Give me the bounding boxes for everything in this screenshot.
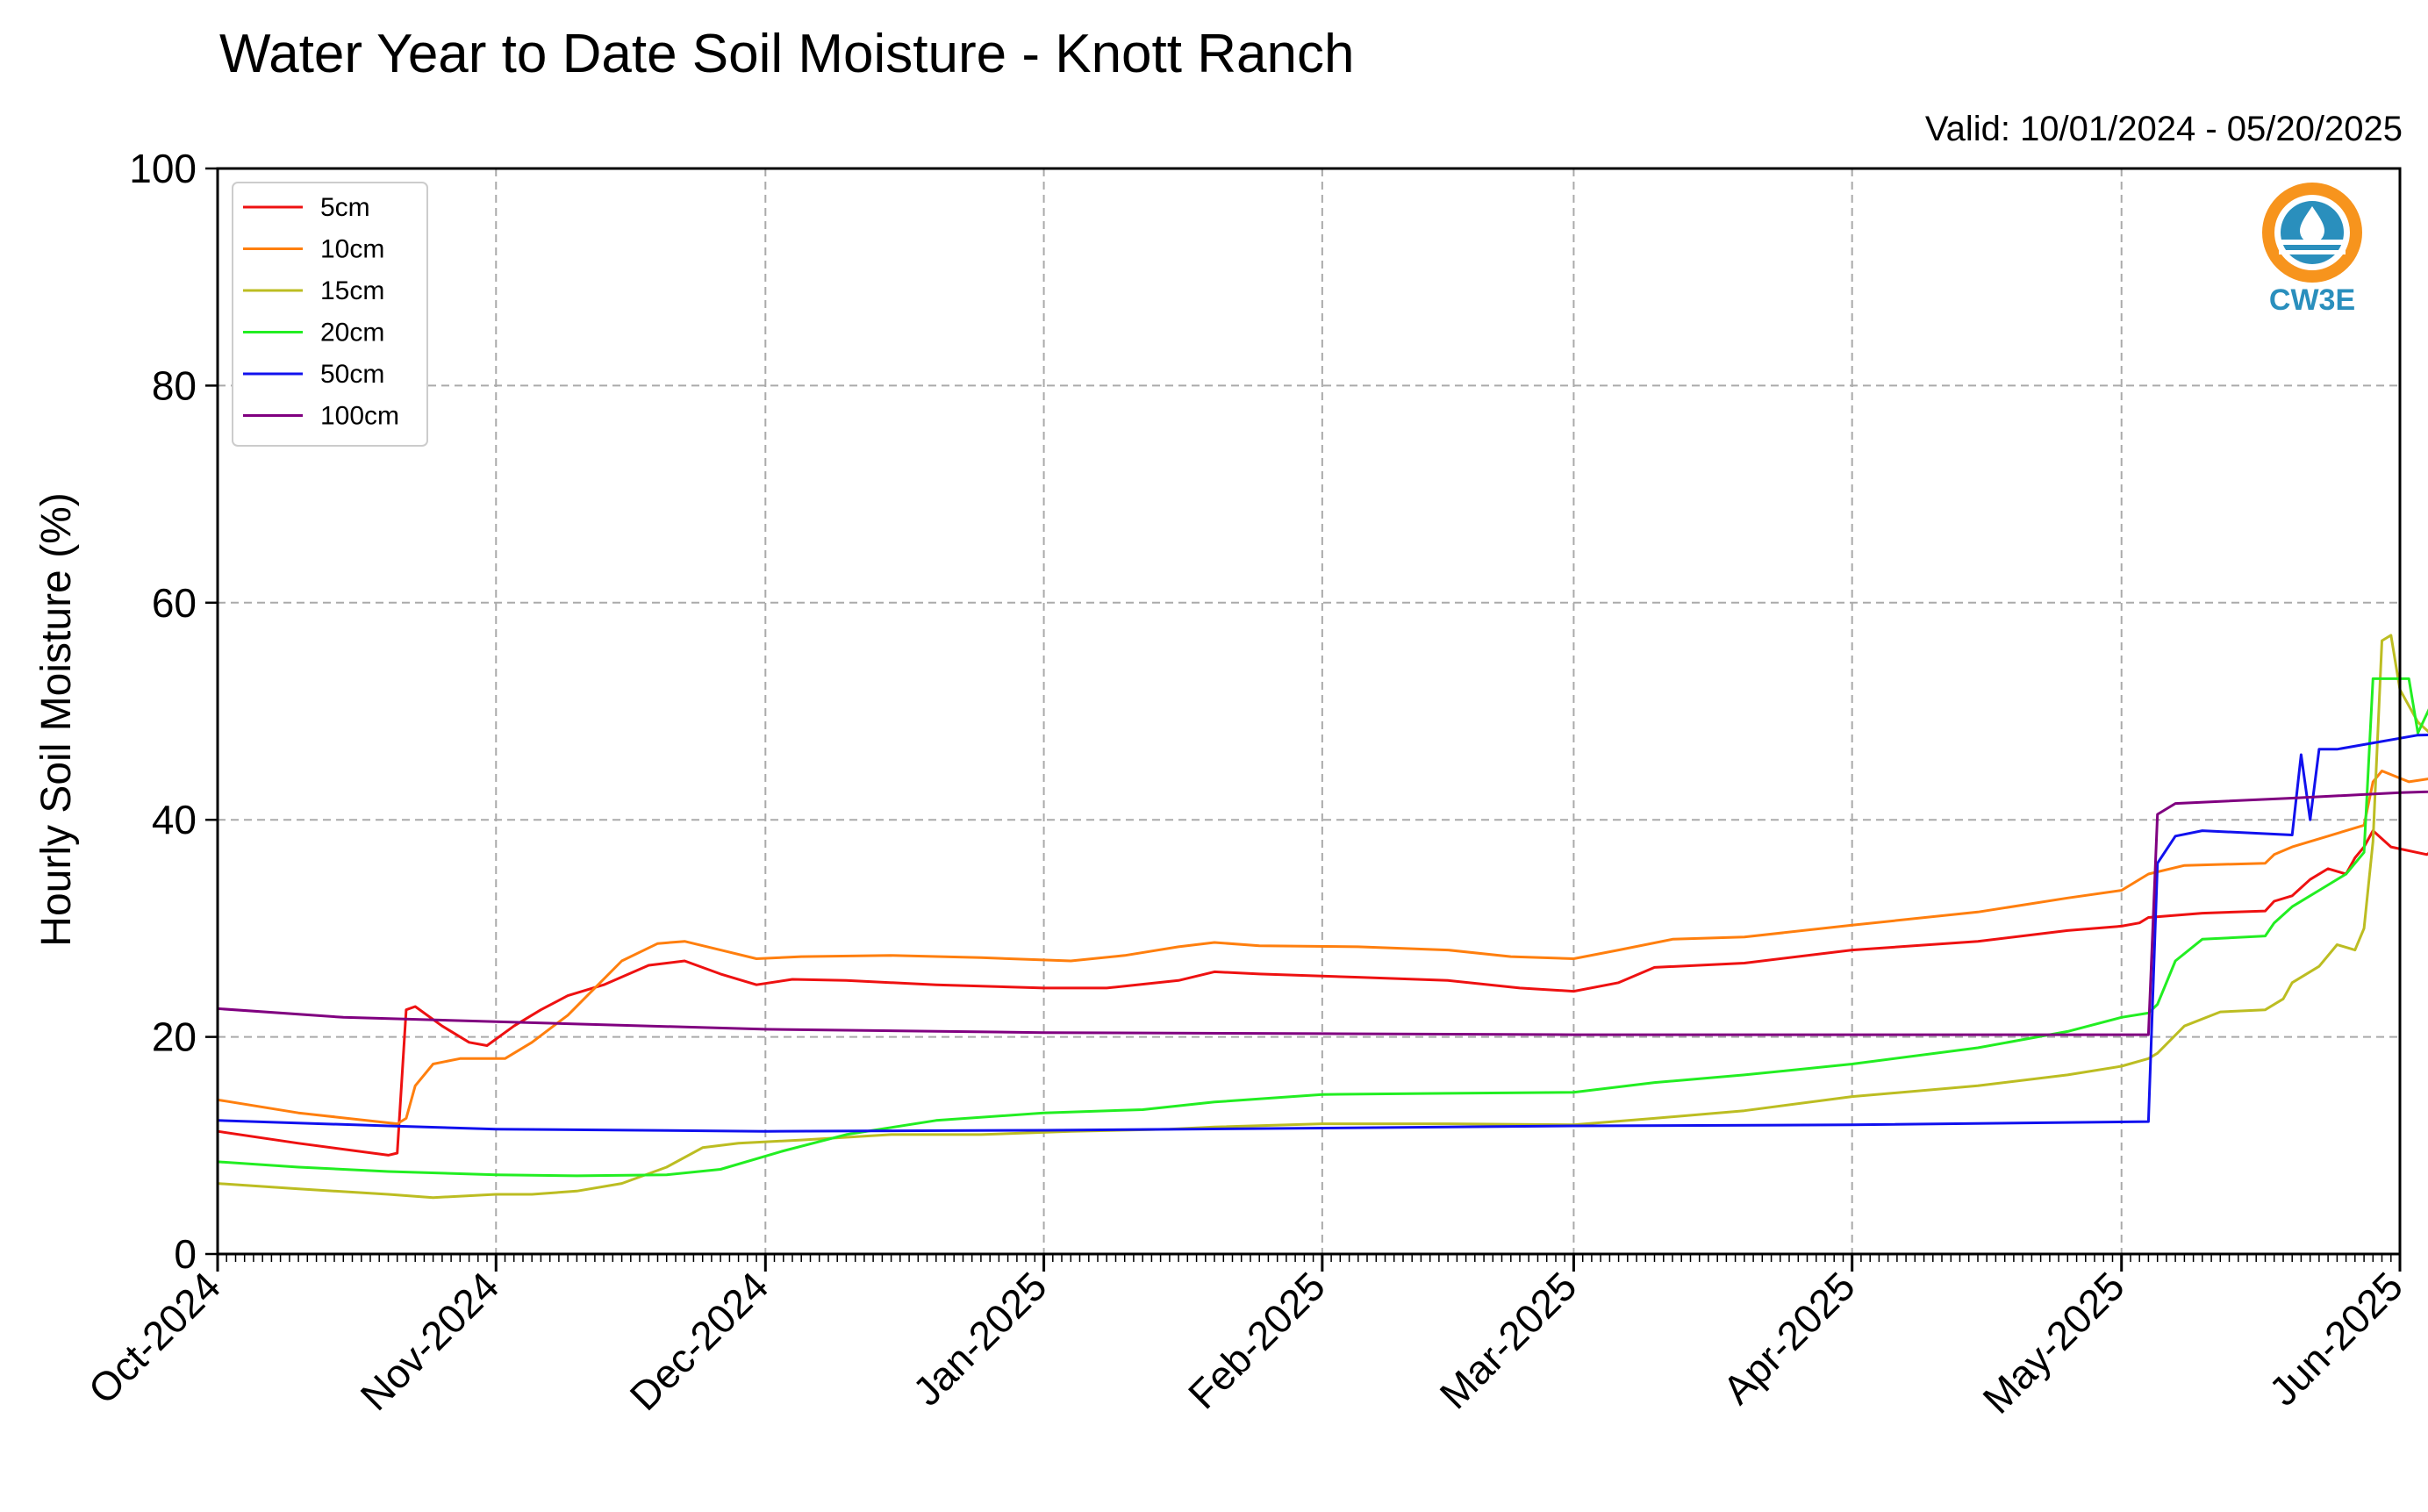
y-tick-label: 80: [152, 362, 197, 408]
x-tick-label: Nov-2024: [352, 1263, 508, 1419]
grid-lines: [217, 168, 2401, 1255]
series-lines: [217, 634, 2428, 1200]
x-tick-label: Feb-2025: [1179, 1263, 1334, 1417]
y-axis-label: Hourly Soil Moisture (%): [33, 492, 80, 946]
x-tick-label: Jan-2025: [904, 1263, 1055, 1414]
axes: 0 20 40 60 80 100 Oct-2024 Nov-2024 Dec-2024 Jan-…: [80, 146, 2412, 1422]
legend: 5cm 10cm 15cm 20cm 50cm 100cm: [232, 182, 428, 447]
legend-label: 50cm: [320, 360, 384, 389]
water-drop-icon: [2300, 206, 2324, 243]
x-tick-label: May-2025: [1973, 1263, 2132, 1422]
y-tick-label: 100: [129, 146, 197, 191]
logo-wave-2: [2279, 250, 2346, 254]
x-tick-label: Oct-2024: [80, 1263, 230, 1413]
y-tick-label: 40: [152, 797, 197, 842]
plot-frame: [216, 167, 2402, 1256]
x-tick-label: Dec-2024: [621, 1263, 777, 1419]
logo-orange-ring: [2262, 183, 2362, 283]
cw3e-logo: CW3E: [2262, 183, 2362, 317]
legend-label: 100cm: [320, 402, 399, 431]
legend-label: 5cm: [320, 193, 370, 222]
legend-label: 20cm: [320, 319, 384, 348]
legend-label: 10cm: [320, 235, 384, 264]
series-line-5cm: [217, 829, 2428, 1157]
series-line-100cm: [217, 790, 2428, 1036]
y-tick-label: 20: [152, 1014, 197, 1060]
series-line-15cm: [217, 634, 2428, 1200]
x-tick-label: Jun-2025: [2260, 1263, 2411, 1414]
x-tick-label: Apr-2025: [1714, 1263, 1864, 1413]
series-line-50cm: [217, 733, 2428, 1133]
series-line-10cm: [217, 770, 2428, 1126]
y-tick-label: 0: [174, 1231, 197, 1277]
x-tick-label: Mar-2025: [1431, 1263, 1586, 1417]
valid-date-range: Valid: 10/01/2024 - 05/20/2025: [1925, 110, 2403, 148]
chart-title: Water Year to Date Soil Moisture - Knott…: [219, 24, 1354, 84]
logo-text: CW3E: [2269, 283, 2355, 317]
legend-label: 15cm: [320, 276, 384, 305]
x-minor-ticks: [217, 1254, 2401, 1262]
y-tick-label: 60: [152, 580, 197, 626]
